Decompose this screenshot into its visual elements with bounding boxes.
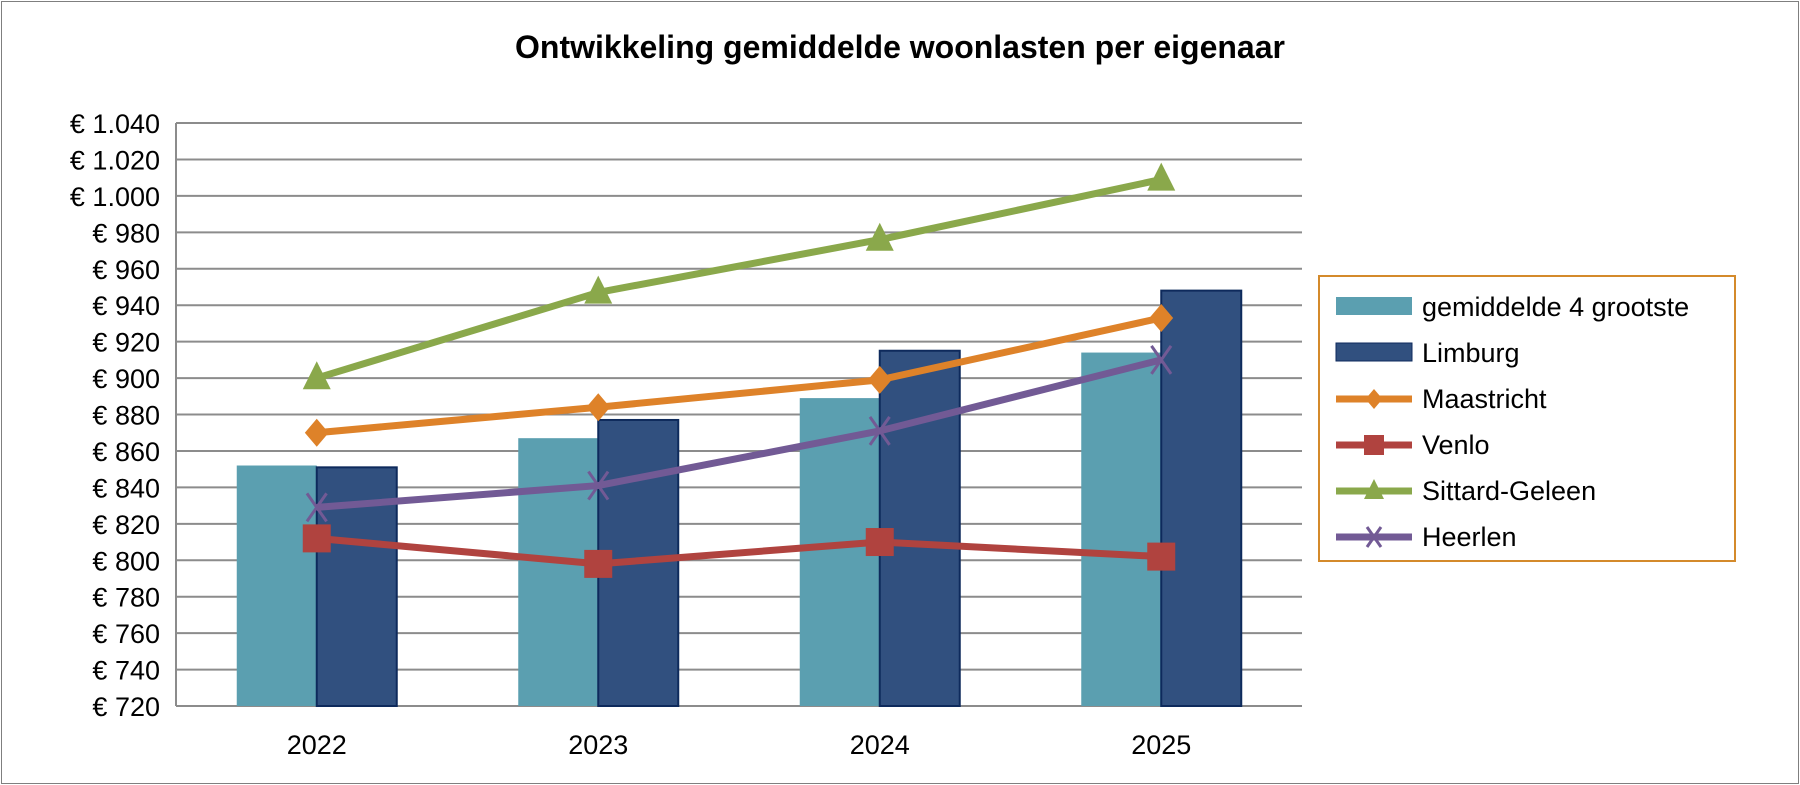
legend-item: Maastricht [1320, 375, 1547, 423]
marker-sittard-geleen [584, 275, 613, 304]
y-tick-label: € 940 [92, 291, 160, 321]
legend-item: gemiddelde 4 grootste [1320, 283, 1689, 331]
legend-item: Venlo [1320, 421, 1490, 469]
legend-swatch [1336, 526, 1412, 548]
line-sittard-geleen [315, 176, 1162, 382]
y-tick-label: € 1.040 [70, 109, 160, 139]
bar-gemiddelde-4-grootste [1081, 352, 1162, 706]
y-tick-label: € 780 [92, 583, 160, 613]
line-venlo [316, 534, 1162, 568]
marker-sittard-geleen [1147, 162, 1176, 191]
bar-limburg [1160, 289, 1243, 707]
legend-swatch-bar [1336, 297, 1412, 315]
marker-sittard-geleen [865, 222, 894, 251]
y-tick-label: € 820 [92, 510, 160, 540]
legend-marker [1365, 389, 1383, 409]
y-tick-label: € 1.020 [70, 145, 160, 175]
marker-maastricht [304, 418, 329, 447]
bar-gemiddelde-4-grootste [236, 465, 317, 706]
y-tick-label: € 720 [92, 692, 160, 722]
legend-label: Sittard-Geleen [1422, 475, 1597, 506]
marker-heerlen [587, 470, 610, 501]
legend-marker [1365, 526, 1383, 548]
marker-venlo [1147, 542, 1176, 571]
legend-marker [1364, 435, 1384, 455]
legend-item: Heerlen [1320, 513, 1517, 561]
marker-heerlen [1150, 344, 1173, 375]
legend: gemiddelde 4 grootste Limburg Maastricht Ve… [1318, 275, 1736, 562]
line-heerlen [316, 356, 1163, 511]
y-tick-label: € 760 [92, 619, 160, 649]
legend-label: Venlo [1422, 429, 1490, 460]
legend-item: Limburg [1320, 329, 1520, 377]
y-tick-label: € 800 [92, 546, 160, 576]
legend-swatch [1336, 435, 1412, 455]
marker-venlo [584, 549, 613, 578]
legend-item: Sittard-Geleen [1320, 467, 1596, 515]
y-tick-label: € 1.000 [70, 182, 160, 212]
marker-sittard-geleen [302, 361, 331, 390]
y-tick-label: € 900 [92, 364, 160, 394]
y-tick-label: € 980 [92, 218, 160, 248]
x-tick-label: 2023 [568, 730, 628, 760]
marker-heerlen [868, 416, 891, 446]
legend-label: Limburg [1422, 337, 1520, 368]
chart-title: Ontwikkeling gemiddelde woonlasten per e… [515, 29, 1285, 65]
x-tick-label: 2022 [287, 730, 347, 760]
x-tick-label: 2024 [850, 730, 910, 760]
y-tick-label: € 880 [92, 401, 160, 431]
legend-swatch [1335, 342, 1413, 362]
marker-heerlen [305, 492, 328, 523]
legend-label: Maastricht [1422, 383, 1547, 414]
x-tick-label: 2025 [1131, 730, 1191, 760]
marker-venlo [865, 528, 894, 557]
y-tick-label: € 960 [92, 255, 160, 285]
y-tick-label: € 920 [92, 328, 160, 358]
legend-swatch-bar [1335, 342, 1413, 362]
y-tick-label: € 840 [92, 473, 160, 503]
line-maastricht [316, 314, 1163, 437]
marker-venlo [302, 524, 331, 553]
marker-maastricht [1149, 303, 1174, 332]
marker-maastricht [867, 365, 892, 394]
legend-label: Heerlen [1422, 521, 1517, 552]
legend-swatch [1336, 389, 1412, 409]
legend-swatch [1336, 479, 1412, 499]
y-tick-label: € 740 [92, 656, 160, 686]
legend-label: gemiddelde 4 grootste [1422, 291, 1690, 322]
y-tick-label: € 860 [92, 437, 160, 467]
marker-maastricht [586, 393, 611, 422]
legend-swatch [1336, 297, 1412, 315]
legend-marker [1364, 479, 1384, 499]
